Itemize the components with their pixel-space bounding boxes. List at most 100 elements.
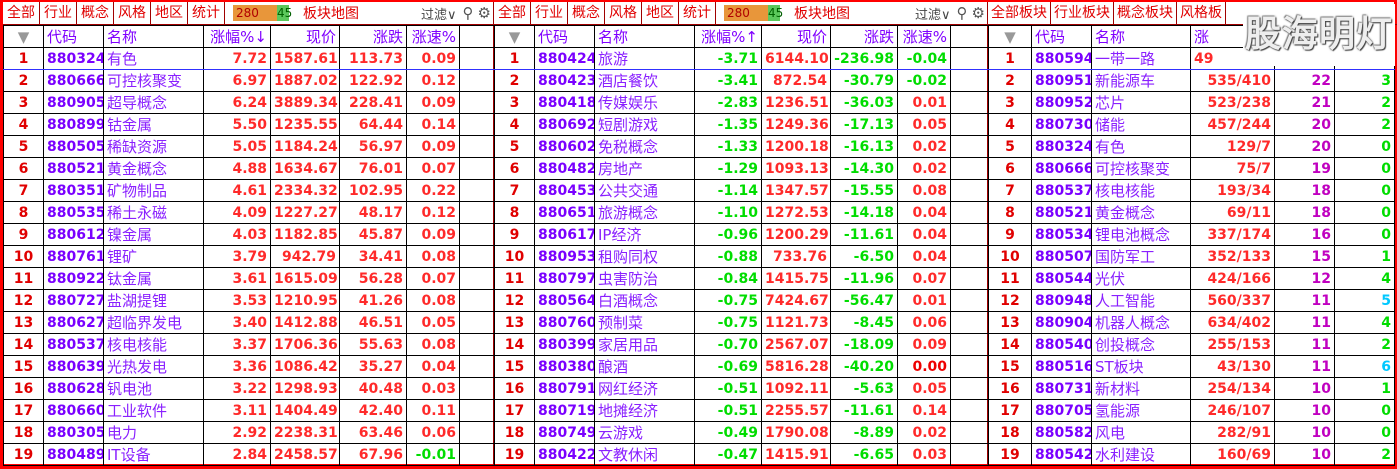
column-header[interactable]: 代码 bbox=[534, 25, 595, 48]
table-row[interactable]: 16 880628 钒电池 3.22 1298.93 40.48 0.03 bbox=[3, 377, 495, 400]
tab-1[interactable]: 行业 bbox=[40, 1, 77, 25]
table-row[interactable]: 9 880617 IP经济 -0.96 1200.29 -11.61 0.04 bbox=[494, 223, 989, 246]
table-row[interactable]: 14 880399 家居用品 -0.70 2567.07 -18.09 0.09 bbox=[494, 333, 989, 356]
tab-3[interactable]: 风格板 bbox=[1177, 1, 1226, 25]
table-row[interactable]: 19 880422 文教休闲 -0.47 1415.91 -6.65 0.03 bbox=[494, 443, 989, 466]
table-row[interactable]: 5 880505 稀缺资源 5.05 1184.24 56.97 0.09 bbox=[3, 135, 495, 158]
table-row[interactable]: 4 880692 短剧游戏 -1.35 1249.36 -17.13 0.05 bbox=[494, 113, 989, 136]
table-row[interactable]: 2 880951 新能源车 535/410 22 3 bbox=[988, 69, 1395, 92]
column-header[interactable]: 涨幅%↑ bbox=[694, 25, 762, 48]
table-row[interactable]: 7 880537 核电核能 193/34 18 0 bbox=[988, 179, 1395, 202]
table-row[interactable]: 17 880719 地摊经济 -0.51 2255.57 -11.61 0.14 bbox=[494, 399, 989, 422]
tab-5[interactable]: 统计 bbox=[188, 1, 225, 25]
table-row[interactable]: 4 880730 储能 457/244 20 2 bbox=[988, 113, 1395, 136]
table-row[interactable]: 17 880705 氢能源 246/107 10 0 bbox=[988, 399, 1395, 422]
tab-4[interactable]: 地区 bbox=[151, 1, 188, 25]
table-row[interactable]: 3 880418 传媒娱乐 -2.83 1236.51 -36.03 0.01 bbox=[494, 91, 989, 114]
table-row[interactable]: 14 880537 核电核能 3.37 1706.36 55.63 0.08 bbox=[3, 333, 495, 356]
tab-1[interactable]: 行业 bbox=[531, 1, 568, 25]
table-row[interactable]: 8 880651 旅游概念 -1.10 1272.53 -14.18 0.04 bbox=[494, 201, 989, 224]
table-row[interactable]: 3 880952 芯片 523/238 21 2 bbox=[988, 91, 1395, 114]
sort-arrow-icon[interactable]: ▼ bbox=[3, 25, 44, 48]
table-row[interactable]: 16 880791 网红经济 -0.51 1092.11 -5.63 0.05 bbox=[494, 377, 989, 400]
table-row[interactable]: 2 880423 酒店餐饮 -3.41 872.54 -30.79 -0.02 bbox=[494, 69, 989, 92]
tab-0[interactable]: 全部板块 bbox=[988, 1, 1051, 25]
table-row[interactable]: 18 880749 云游戏 -0.49 1790.08 -8.89 0.02 bbox=[494, 421, 989, 444]
filter-dropdown[interactable]: 过滤∨ bbox=[421, 7, 457, 23]
table-row[interactable]: 6 880521 黄金概念 4.88 1634.67 76.01 0.07 bbox=[3, 157, 495, 180]
sort-arrow-icon[interactable]: ▼ bbox=[494, 25, 535, 48]
search-icon[interactable]: ⚲ bbox=[956, 4, 968, 22]
tab-2[interactable]: 概念 bbox=[568, 1, 605, 25]
table-row[interactable]: 12 880564 白酒概念 -0.75 7424.67 -56.47 0.01 bbox=[494, 289, 989, 312]
table-row[interactable]: 15 880639 光热发电 3.36 1086.42 35.27 0.04 bbox=[3, 355, 495, 378]
table-row[interactable]: 6 880666 可控核聚变 75/7 19 0 bbox=[988, 157, 1395, 180]
table-row[interactable]: 8 880521 黄金概念 69/11 18 0 bbox=[988, 201, 1395, 224]
table-row[interactable]: 9 880534 锂电池概念 337/174 16 0 bbox=[988, 223, 1395, 246]
table-row[interactable]: 8 880535 稀土永磁 4.09 1227.27 48.17 0.12 bbox=[3, 201, 495, 224]
table-row[interactable]: 11 880544 光伏 424/166 12 4 bbox=[988, 267, 1395, 290]
table-row[interactable]: 10 880761 锂矿 3.79 942.79 34.41 0.08 bbox=[3, 245, 495, 268]
column-header[interactable]: 涨幅%↓ bbox=[203, 25, 271, 48]
table-row[interactable]: 13 880627 超临界发电 3.40 1412.88 46.51 0.05 bbox=[3, 311, 495, 334]
search-icon[interactable]: ⚲ bbox=[462, 4, 474, 22]
column-header[interactable]: 名称 bbox=[103, 25, 204, 48]
table-row[interactable]: 4 880899 钴金属 5.50 1235.55 64.44 0.14 bbox=[3, 113, 495, 136]
table-row[interactable]: 15 880516 ST板块 43/130 11 6 bbox=[988, 355, 1395, 378]
table-row[interactable]: 7 880351 矿物制品 4.61 2334.32 102.95 0.22 bbox=[3, 179, 495, 202]
column-header[interactable]: 名称 bbox=[594, 25, 695, 48]
tab-0[interactable]: 全部 bbox=[494, 1, 531, 25]
table-row[interactable]: 15 880380 酿酒 -0.69 5816.28 -40.20 0.00 bbox=[494, 355, 989, 378]
table-row[interactable]: 13 880760 预制菜 -0.75 1121.73 -8.45 0.06 bbox=[494, 311, 989, 334]
tab-2[interactable]: 概念 bbox=[77, 1, 114, 25]
table-row[interactable]: 16 880731 新材料 254/134 10 1 bbox=[988, 377, 1395, 400]
table-row[interactable]: 7 880453 公共交通 -1.14 1347.57 -15.55 0.08 bbox=[494, 179, 989, 202]
tab-5[interactable]: 统计 bbox=[679, 1, 716, 25]
table-row[interactable]: 9 880612 镍金属 4.03 1182.85 45.87 0.09 bbox=[3, 223, 495, 246]
table-row[interactable]: 18 880305 电力 2.92 2238.31 63.46 0.06 bbox=[3, 421, 495, 444]
column-header[interactable]: 现价 bbox=[270, 25, 340, 48]
table-row[interactable]: 5 880602 免税概念 -1.33 1200.18 -16.13 0.02 bbox=[494, 135, 989, 158]
table-row[interactable]: 5 880324 有色 129/7 20 0 bbox=[988, 135, 1395, 158]
gear-icon[interactable]: ⚙ bbox=[477, 4, 491, 22]
table-row[interactable]: 18 880582 风电 282/91 10 0 bbox=[988, 421, 1395, 444]
sector-map-link[interactable]: 板块地图 bbox=[303, 6, 359, 22]
table-row[interactable]: 6 880482 房地产 -1.29 1093.13 -14.30 0.02 bbox=[494, 157, 989, 180]
table-row[interactable]: 10 880953 租购同权 -0.88 733.76 -6.50 0.04 bbox=[494, 245, 989, 268]
column-header[interactable]: 代码 bbox=[43, 25, 104, 48]
tab-4[interactable]: 地区 bbox=[642, 1, 679, 25]
tab-0[interactable]: 全部 bbox=[3, 1, 40, 25]
sort-arrow-icon[interactable]: ▼ bbox=[988, 25, 1032, 48]
table-row[interactable]: 17 880660 工业软件 3.11 1404.49 42.40 0.11 bbox=[3, 399, 495, 422]
column-header[interactable]: 代码 bbox=[1031, 25, 1092, 48]
column-header[interactable]: 涨跌 bbox=[339, 25, 407, 48]
table-row[interactable]: 12 880948 人工智能 560/337 11 5 bbox=[988, 289, 1395, 312]
table-row[interactable]: 14 880540 创投概念 255/153 11 2 bbox=[988, 333, 1395, 356]
table-row[interactable]: 12 880727 盐湖提锂 3.53 1210.95 41.26 0.08 bbox=[3, 289, 495, 312]
table-row[interactable]: 11 880922 钛金属 3.61 1615.09 56.28 0.07 bbox=[3, 267, 495, 290]
table-row[interactable]: 11 880797 虫害防治 -0.84 1415.75 -11.96 0.07 bbox=[494, 267, 989, 290]
tab-3[interactable]: 风格 bbox=[114, 1, 151, 25]
change-cell: -14.30 bbox=[830, 157, 898, 180]
filter-dropdown[interactable]: 过滤∨ bbox=[915, 7, 951, 23]
tab-3[interactable]: 风格 bbox=[605, 1, 642, 25]
up-count: 280 bbox=[724, 5, 768, 21]
table-row[interactable]: 3 880905 超导概念 6.24 3889.34 228.41 0.09 bbox=[3, 91, 495, 114]
column-header[interactable]: 名称 bbox=[1091, 25, 1191, 48]
column-header[interactable]: 涨速% bbox=[406, 25, 460, 48]
table-row[interactable]: 19 880489 IT设备 2.84 2458.57 67.96 -0.01 bbox=[3, 443, 495, 466]
blank-cell bbox=[459, 201, 495, 224]
tab-1[interactable]: 行业板块 bbox=[1051, 1, 1114, 25]
column-header[interactable]: 涨速% bbox=[897, 25, 951, 48]
table-row[interactable]: 19 880542 水利建设 160/69 10 2 bbox=[988, 443, 1395, 466]
table-row[interactable]: 13 880904 机器人概念 634/402 11 4 bbox=[988, 311, 1395, 334]
tab-2[interactable]: 概念板块 bbox=[1114, 1, 1177, 25]
table-row[interactable]: 10 880507 国防军工 352/133 15 1 bbox=[988, 245, 1395, 268]
column-header[interactable]: 涨跌 bbox=[830, 25, 898, 48]
table-row[interactable]: 1 880324 有色 7.72 1587.61 113.73 0.09 bbox=[3, 47, 495, 70]
column-header[interactable]: 现价 bbox=[761, 25, 831, 48]
gear-icon[interactable]: ⚙ bbox=[971, 4, 985, 22]
sector-map-link[interactable]: 板块地图 bbox=[794, 6, 850, 22]
table-row[interactable]: 1 880424 旅游 -3.71 6144.10 -236.98 -0.04 bbox=[494, 47, 989, 70]
table-row[interactable]: 2 880666 可控核聚变 6.97 1887.02 122.92 0.12 bbox=[3, 69, 495, 92]
